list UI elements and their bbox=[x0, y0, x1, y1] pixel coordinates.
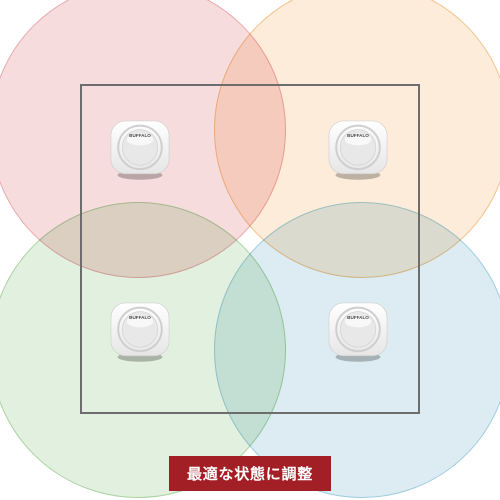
diagram-stage: BUFFALO BUFFALO BUFFALO BUFFALO 最適な状態に調整 bbox=[0, 0, 500, 500]
ap-brand-text: BUFFALO bbox=[347, 315, 369, 320]
ap-brand-text: BUFFALO bbox=[129, 315, 151, 320]
access-point-ap-tr: BUFFALO bbox=[325, 117, 391, 183]
access-point-ap-tl: BUFFALO bbox=[107, 117, 173, 183]
caption-banner: 最適な状態に調整 bbox=[169, 456, 331, 491]
access-point-ap-bl: BUFFALO bbox=[107, 299, 173, 365]
ap-brand-text: BUFFALO bbox=[129, 133, 151, 138]
caption-text: 最適な状態に調整 bbox=[187, 466, 313, 483]
ap-brand-text: BUFFALO bbox=[347, 133, 369, 138]
access-point-ap-br: BUFFALO bbox=[325, 299, 391, 365]
